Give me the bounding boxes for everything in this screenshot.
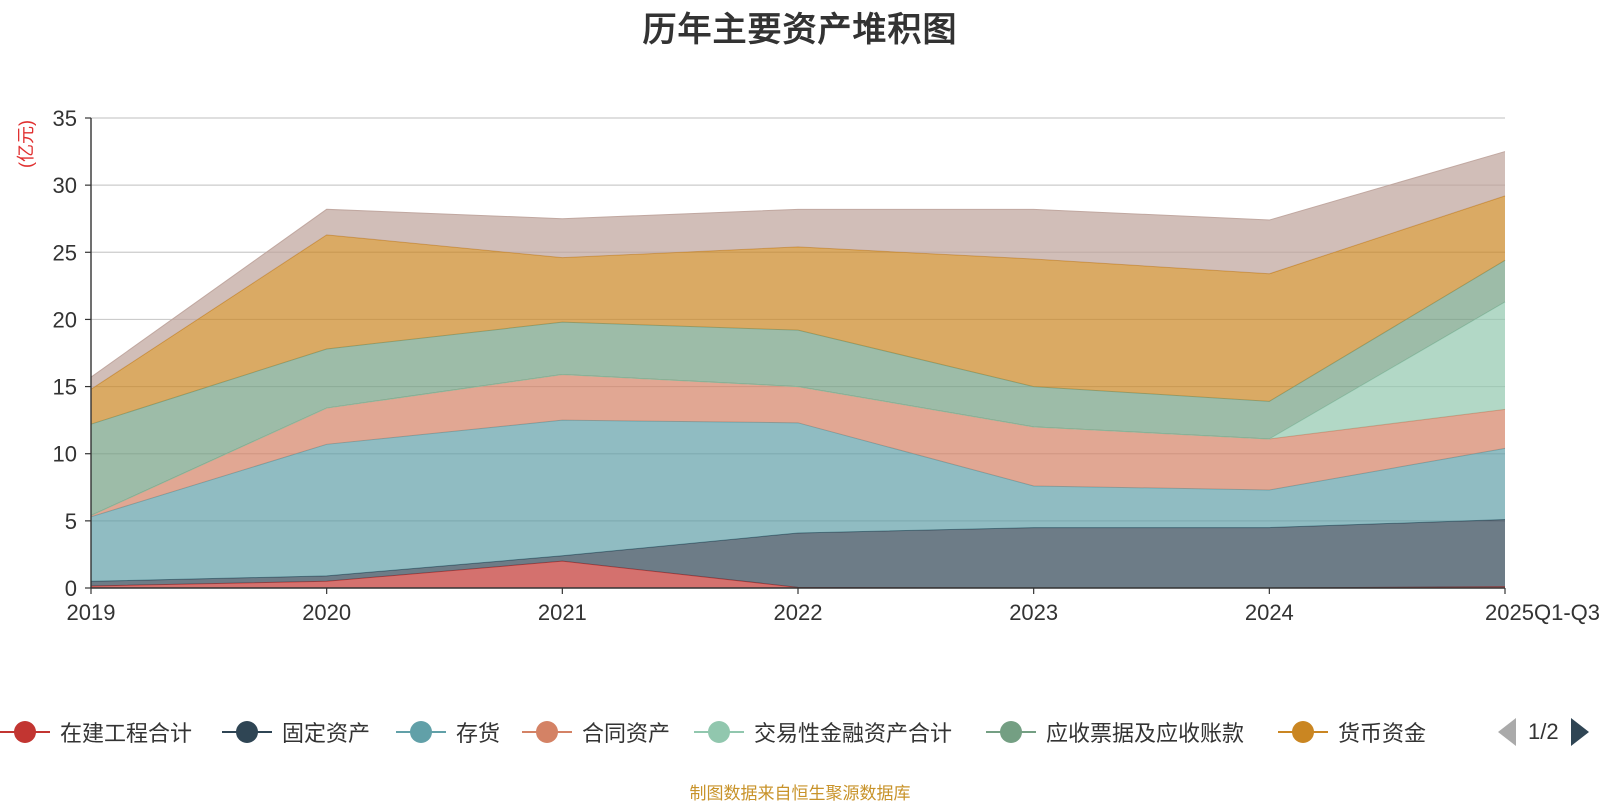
area-其他 (91, 151, 1505, 390)
y-tick-label: 25 (53, 240, 77, 265)
x-tick-label: 2025Q1-Q3 (1485, 600, 1600, 625)
legend-marker-icon (694, 712, 744, 752)
legend-label: 在建工程合计 (60, 721, 193, 746)
legend-label: 合同资产 (582, 721, 671, 746)
y-tick-label: 5 (65, 509, 77, 534)
y-tick-label: 15 (53, 375, 77, 400)
area-固定资产 (91, 519, 1505, 588)
x-tick-label: 2021 (538, 600, 587, 625)
legend-item-trading-financial-assets[interactable]: 交易性金融资产合计 (694, 712, 952, 752)
data-source-note: 制图数据来自恒生聚源数据库 (689, 784, 911, 803)
y-tick-label: 10 (53, 442, 77, 467)
area-在建工程合计 (91, 561, 1505, 588)
legend-item-cash[interactable]: 货币资金 (1278, 712, 1426, 752)
series-line-其他 (90, 151, 1506, 378)
legend-marker-icon (222, 712, 272, 752)
legend-label: 固定资产 (282, 721, 371, 746)
legend-marker-icon (396, 712, 446, 752)
area-存货 (91, 420, 1505, 582)
x-tick-label: 2023 (1009, 600, 1058, 625)
legend-label: 货币资金 (1338, 721, 1427, 746)
x-tick-label: 2020 (302, 600, 351, 625)
legend-label: 应收票据及应收账款 (1046, 721, 1245, 746)
area-应收票据及应收账款 (91, 260, 1505, 516)
area-chart: 0 5 10 15 20 25 30 35 2019 2020 2021 2022 2023 2024 20… (53, 106, 1600, 625)
legend-item-construction[interactable]: 在建工程合计 (0, 712, 192, 752)
stacked-areas (90, 151, 1506, 589)
area-货币资金 (91, 195, 1505, 425)
x-tick-label: 2019 (67, 600, 116, 625)
legend-item-contract-assets[interactable]: 合同资产 (522, 712, 670, 752)
x-tick-label: 2022 (774, 600, 823, 625)
legend-item-fixed-assets[interactable]: 固定资产 (222, 712, 370, 752)
legend-pager: 1/2 (1498, 712, 1589, 752)
legend: 在建工程合计 固定资产 存货 合同资产 交易性金融资产合计 应收票据及应收账款 … (0, 712, 1600, 752)
x-tick-label: 2024 (1245, 600, 1294, 625)
y-tick-label: 20 (53, 307, 77, 332)
chart-title: 历年主要资产堆积图 (642, 11, 958, 49)
legend-marker-icon (0, 712, 50, 752)
legend-item-receivables[interactable]: 应收票据及应收账款 (986, 712, 1244, 752)
legend-marker-icon (522, 712, 572, 752)
legend-marker-icon (986, 712, 1036, 752)
legend-marker-icon (1278, 712, 1328, 752)
legend-label: 存货 (456, 721, 501, 746)
prev-page-icon[interactable] (1498, 718, 1516, 746)
y-tick-label: 35 (53, 106, 77, 131)
axes: 0 5 10 15 20 25 30 35 2019 2020 2021 2022 2023 2024 20… (53, 106, 1600, 625)
legend-label: 交易性金融资产合计 (754, 721, 953, 746)
next-page-icon[interactable] (1570, 718, 1589, 746)
area-合同资产 (91, 374, 1505, 517)
legend-item-inventory[interactable]: 存货 (396, 712, 500, 752)
y-tick-label: 30 (53, 173, 77, 198)
legend-page-indicator: 1/2 (1528, 719, 1559, 744)
y-tick-label: 0 (65, 576, 77, 601)
